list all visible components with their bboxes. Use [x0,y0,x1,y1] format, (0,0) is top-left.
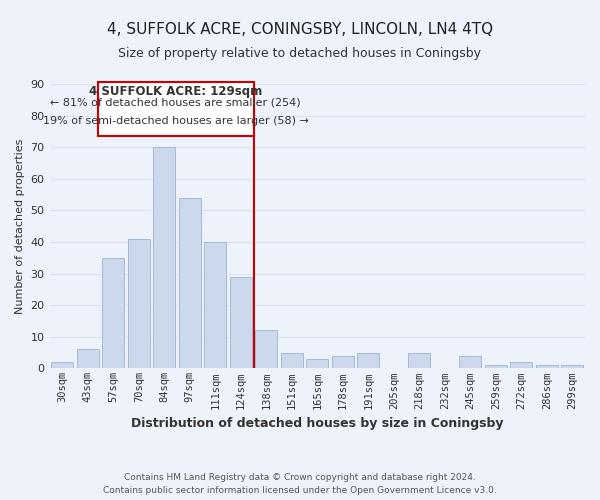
Bar [485,365,506,368]
Bar [179,198,200,368]
Bar [358,352,379,368]
Bar [562,365,583,368]
Bar [103,258,124,368]
Text: Size of property relative to detached houses in Coningsby: Size of property relative to detached ho… [119,48,482,60]
Bar [332,356,353,368]
Bar [154,147,175,368]
Bar [230,277,251,368]
FancyBboxPatch shape [98,82,254,136]
X-axis label: Distribution of detached houses by size in Coningsby: Distribution of detached houses by size … [131,417,503,430]
Bar [460,356,481,368]
Bar [511,362,532,368]
Bar [409,352,430,368]
Text: 19% of semi-detached houses are larger (58) →: 19% of semi-detached houses are larger (… [43,116,308,126]
Text: 4 SUFFOLK ACRE: 129sqm: 4 SUFFOLK ACRE: 129sqm [89,86,262,98]
Text: Contains public sector information licensed under the Open Government Licence v3: Contains public sector information licen… [103,486,497,495]
Bar [52,362,73,368]
Bar [77,350,98,368]
Bar [307,359,328,368]
Bar [256,330,277,368]
Bar [281,352,302,368]
Text: 4, SUFFOLK ACRE, CONINGSBY, LINCOLN, LN4 4TQ: 4, SUFFOLK ACRE, CONINGSBY, LINCOLN, LN4… [107,22,493,38]
Text: Contains HM Land Registry data © Crown copyright and database right 2024.: Contains HM Land Registry data © Crown c… [124,472,476,482]
Bar [128,239,149,368]
Bar [205,242,226,368]
Text: ← 81% of detached houses are smaller (254): ← 81% of detached houses are smaller (25… [50,98,301,108]
Y-axis label: Number of detached properties: Number of detached properties [15,138,25,314]
Bar [536,365,557,368]
